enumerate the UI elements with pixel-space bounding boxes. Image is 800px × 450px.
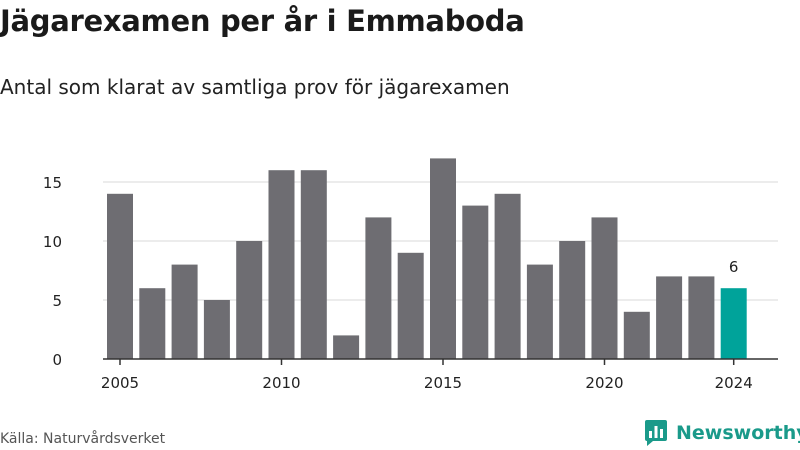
x-tick-label: 2010 [262, 374, 300, 392]
bar [203, 300, 230, 359]
bar [107, 193, 133, 359]
brand-logo: Newsworthy [644, 419, 800, 447]
x-tick-label: 2024 [715, 374, 753, 392]
x-tick-label: 2015 [424, 374, 462, 392]
bar [494, 193, 521, 359]
bar [623, 311, 650, 359]
bar [171, 264, 198, 359]
bar [559, 241, 586, 359]
bar [236, 241, 263, 359]
x-tick-label: 2005 [101, 374, 139, 392]
bar [365, 217, 392, 359]
bar [430, 158, 456, 359]
y-tick-label: 15 [43, 174, 62, 192]
chart-title: Jägarexamen per år i Emmaboda [0, 4, 525, 38]
x-tick-label: 2020 [585, 374, 623, 392]
bar [688, 276, 715, 359]
bar-chart: 0 5 10 15 6 2005 2010 2015 2020 2024 [43, 158, 778, 392]
brand-name: Newsworthy [676, 422, 800, 444]
chart-subtitle: Antal som klarat av samtliga prov för jä… [0, 75, 510, 99]
bar [300, 170, 327, 359]
bar [397, 252, 424, 359]
bar [526, 264, 553, 359]
source-note: Källa: Naturvårdsverket [0, 431, 166, 447]
y-tick-label: 0 [52, 351, 62, 369]
bar [591, 217, 618, 359]
bar [720, 288, 747, 359]
newsworthy-chart-bubble-icon [645, 420, 667, 446]
bar [462, 205, 489, 359]
bar [139, 288, 166, 359]
bar [656, 276, 683, 359]
bar [333, 335, 360, 359]
data-label: 6 [729, 258, 739, 276]
y-tick-label: 5 [52, 292, 62, 310]
bar [268, 170, 295, 359]
y-tick-label: 10 [43, 233, 62, 251]
